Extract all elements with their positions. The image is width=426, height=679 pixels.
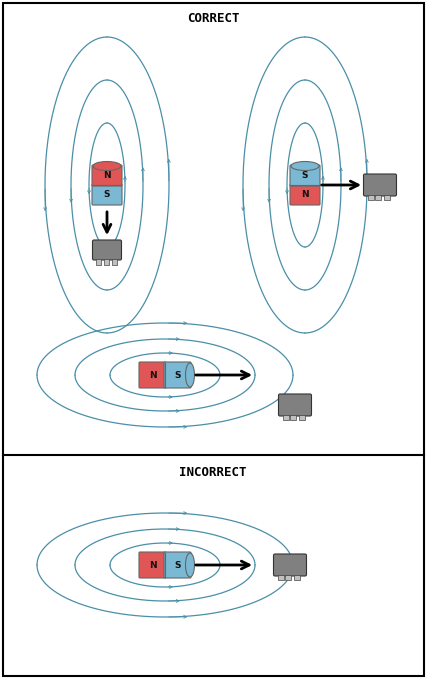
Bar: [374, 194, 380, 200]
FancyBboxPatch shape: [289, 165, 319, 186]
Text: S: S: [301, 171, 308, 180]
Bar: [277, 574, 283, 579]
FancyBboxPatch shape: [289, 184, 319, 205]
FancyBboxPatch shape: [273, 554, 306, 576]
Bar: [112, 259, 117, 265]
Text: N: N: [148, 560, 156, 570]
Bar: [104, 259, 109, 265]
Text: N: N: [300, 190, 308, 199]
Bar: [282, 414, 288, 420]
Ellipse shape: [93, 162, 121, 170]
FancyBboxPatch shape: [139, 362, 166, 388]
Ellipse shape: [185, 363, 194, 387]
FancyBboxPatch shape: [164, 552, 190, 578]
Text: CORRECT: CORRECT: [186, 12, 239, 24]
Bar: [298, 414, 304, 420]
FancyBboxPatch shape: [139, 552, 166, 578]
Bar: [289, 414, 295, 420]
Bar: [383, 194, 389, 200]
Bar: [284, 574, 290, 579]
Text: INCORRECT: INCORRECT: [179, 466, 246, 479]
Text: S: S: [174, 371, 180, 380]
Bar: [96, 259, 101, 265]
Bar: [367, 194, 373, 200]
FancyBboxPatch shape: [363, 174, 396, 196]
FancyBboxPatch shape: [92, 240, 121, 260]
Bar: [294, 574, 299, 579]
FancyBboxPatch shape: [92, 165, 122, 186]
Ellipse shape: [290, 162, 318, 170]
Text: N: N: [148, 371, 156, 380]
Text: S: S: [174, 560, 180, 570]
FancyBboxPatch shape: [164, 362, 190, 388]
FancyBboxPatch shape: [278, 394, 311, 416]
Ellipse shape: [185, 553, 194, 577]
Text: S: S: [104, 190, 110, 199]
FancyBboxPatch shape: [92, 184, 122, 205]
Text: N: N: [103, 171, 111, 180]
